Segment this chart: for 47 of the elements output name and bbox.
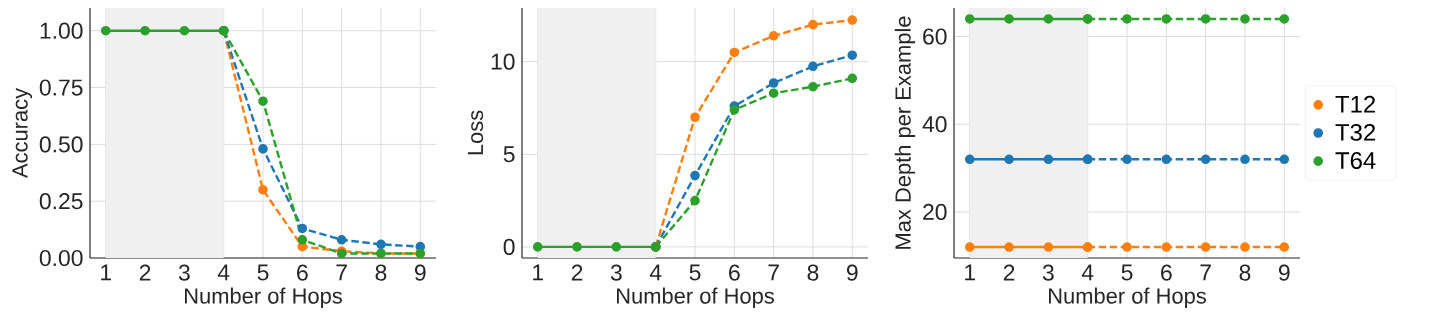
x-tick-label: 4 xyxy=(649,264,662,281)
y-axis-title: Loss xyxy=(467,110,484,155)
x-tick-label: 5 xyxy=(257,264,269,281)
x-tick-label: 1 xyxy=(101,264,111,281)
x-tick-label: 3 xyxy=(610,264,622,281)
x-axis-title: Number of Hops xyxy=(617,287,774,309)
y-tick-label: 1.00 xyxy=(40,22,83,39)
x-tick-label: 8 xyxy=(375,264,387,281)
x-axis-title: Number of Hops xyxy=(185,287,342,309)
x-tick-label: 6 xyxy=(297,264,308,281)
x-tick-label: 4 xyxy=(217,264,230,281)
x-tick-label: 3 xyxy=(178,264,190,281)
x-tick-label: 9 xyxy=(1278,264,1290,281)
legend-label: T64 xyxy=(1335,152,1376,170)
legend-label: T12 xyxy=(1335,95,1375,113)
x-tick-label: 6 xyxy=(1161,264,1172,281)
x-tick-label: 8 xyxy=(807,264,819,281)
legend-label: T32 xyxy=(1335,123,1375,141)
x-tick-label: 5 xyxy=(1121,264,1133,281)
x-tick-label: 2 xyxy=(1003,264,1015,281)
x-tick-label: 2 xyxy=(139,264,151,281)
y-tick-label: 0.75 xyxy=(39,79,83,96)
y-tick-label: 0.25 xyxy=(39,193,83,210)
y-tick-label: 0.00 xyxy=(39,249,83,267)
x-tick-label: 7 xyxy=(336,264,347,281)
x-tick-label: 9 xyxy=(846,264,858,281)
y-tick-label: 0 xyxy=(503,238,515,255)
x-tick-label: 9 xyxy=(414,264,426,281)
x-tick-label: 6 xyxy=(729,264,740,281)
x-tick-label: 2 xyxy=(571,264,583,281)
y-tick-label: 20 xyxy=(923,203,947,221)
y-tick-label: 5 xyxy=(503,146,515,163)
y-tick-label: 40 xyxy=(922,116,947,133)
y-tick-label: 0.50 xyxy=(39,136,83,153)
x-tick-label: 7 xyxy=(1200,264,1211,281)
x-axis-title: Number of Hops xyxy=(1049,287,1206,309)
y-tick-label: 10 xyxy=(491,53,515,70)
x-tick-label: 1 xyxy=(533,264,543,281)
x-tick-label: 3 xyxy=(1042,264,1054,281)
y-axis-title: Accuracy xyxy=(12,87,33,179)
x-tick-label: 8 xyxy=(1239,264,1251,281)
x-tick-label: 7 xyxy=(768,264,779,281)
x-tick-label: 4 xyxy=(1081,264,1094,281)
x-tick-label: 1 xyxy=(965,264,975,281)
y-axis-title: Max Depth per Example xyxy=(894,16,916,249)
y-tick-label: 60 xyxy=(923,28,947,45)
x-tick-label: 5 xyxy=(689,264,701,281)
